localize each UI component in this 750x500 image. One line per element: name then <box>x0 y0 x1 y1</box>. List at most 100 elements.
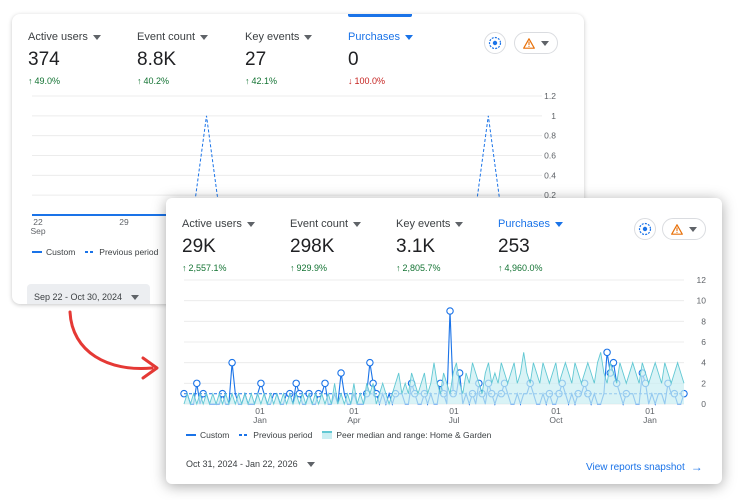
date-range-label: Sep 22 - Oct 30, 2024 <box>34 292 123 302</box>
caret-down-icon[interactable] <box>246 221 255 227</box>
legend-swatch-band <box>322 431 333 439</box>
metric-value: 374 <box>28 49 60 70</box>
metric-value: 29K <box>182 236 216 257</box>
arrow-down-icon: ↓ <box>348 76 353 86</box>
metric-active-users[interactable]: Active users 29K ↑ 2,557.1% <box>182 218 255 273</box>
y-tick-label: 1.2 <box>544 91 556 101</box>
report-card-current: Active users 29K ↑ 2,557.1% Event count 2… <box>166 198 722 484</box>
metric-key-events[interactable]: Key events 3.1K ↑ 2,805.7% <box>396 218 464 273</box>
y-tick-label: 0.6 <box>544 151 556 161</box>
series-peer-range <box>184 352 684 404</box>
snapshot-link-label: View reports snapshot <box>586 461 685 473</box>
metric-label: Key events <box>396 218 451 230</box>
data-point <box>321 379 329 388</box>
date-range-picker[interactable]: Oct 31, 2024 - Jan 22, 2026 <box>186 459 315 469</box>
caret-down-icon[interactable] <box>353 221 362 227</box>
series-peer-median <box>183 352 685 406</box>
metric-value: 0 <box>348 49 359 70</box>
arrow-up-icon: ↑ <box>498 263 503 273</box>
metric-value: 8.8K <box>137 49 177 70</box>
caret-down-icon[interactable] <box>455 221 464 227</box>
metric-change: 2,557.1% <box>188 263 227 273</box>
x-tick-month: Jul <box>449 415 460 425</box>
legend-swatch-solid <box>32 251 42 253</box>
y-tick-label: 10 <box>697 296 707 306</box>
metric-active-users[interactable]: Active users 374 ↑ 49.0% <box>28 31 101 86</box>
arrowhead-icon <box>141 356 159 380</box>
metric-purchases[interactable]: Purchases 253 ↑ 4,960.0% <box>498 218 563 273</box>
x-tick-month: Apr <box>347 415 360 425</box>
legend-item-custom: Custom <box>32 247 75 257</box>
metric-label: Event count <box>137 31 196 43</box>
metric-change: 42.1% <box>251 76 278 86</box>
caret-down-icon[interactable] <box>304 34 313 40</box>
data-point <box>603 348 611 357</box>
x-tick-day: 01 <box>645 406 655 416</box>
metric-event-count[interactable]: Event count 298K ↑ 929.9% <box>290 218 362 273</box>
legend-swatch-dashed <box>85 251 96 253</box>
warning-icon <box>671 223 683 235</box>
data-point <box>228 358 236 367</box>
arrow-up-icon: ↑ <box>137 76 142 86</box>
sparkle-insights-icon <box>638 222 652 236</box>
x-tick-month: Jan <box>643 415 657 425</box>
metric-value: 253 <box>498 236 530 257</box>
x-tick-day: 01 <box>551 406 561 416</box>
arrow-up-icon: ↑ <box>245 76 250 86</box>
y-tick-label: 0.4 <box>544 170 556 180</box>
caret-down-icon <box>131 294 140 300</box>
data-point <box>292 379 300 388</box>
date-range-picker-previous[interactable]: Sep 22 - Oct 30, 2024 <box>27 284 151 304</box>
caret-down-icon <box>541 40 549 46</box>
y-tick-label: 8 <box>701 316 706 326</box>
metric-value: 27 <box>245 49 267 70</box>
caret-down-icon[interactable] <box>200 34 209 40</box>
data-quality-button[interactable] <box>514 32 558 54</box>
y-tick-label: 1 <box>551 111 556 121</box>
legend-item-custom: Custom <box>186 430 229 440</box>
caret-down-icon[interactable] <box>404 34 413 40</box>
metric-event-count[interactable]: Event count 8.8K ↑ 40.2% <box>137 31 209 86</box>
view-reports-snapshot-link[interactable]: View reports snapshot → <box>586 460 703 474</box>
insights-button[interactable] <box>634 218 656 240</box>
metric-change: 100.0% <box>354 76 386 86</box>
caret-down-icon[interactable] <box>554 221 563 227</box>
arrow-up-icon: ↑ <box>290 263 295 273</box>
x-tick-day: 01 <box>349 406 359 416</box>
y-tick-label: 6 <box>701 337 706 347</box>
metric-change: 2,805.7% <box>402 263 441 273</box>
arrow-up-icon: ↑ <box>28 76 33 86</box>
metric-change: 929.9% <box>296 263 328 273</box>
chart-legend: Custom Previous period <box>32 247 168 257</box>
data-point <box>193 379 201 388</box>
y-tick-label: 4 <box>701 358 706 368</box>
x-tick-day: 01 <box>449 406 459 416</box>
caret-down-icon <box>689 226 697 232</box>
data-point <box>446 307 454 315</box>
x-tick-day: 01 <box>255 406 265 416</box>
data-point <box>366 358 374 367</box>
insights-button[interactable] <box>484 32 506 54</box>
warning-icon <box>523 37 535 49</box>
data-point <box>337 369 345 377</box>
metric-label: Active users <box>182 218 242 230</box>
legend-item-previous-period: Previous period <box>85 247 158 257</box>
legend-item-previous-period: Previous period <box>239 430 312 440</box>
x-tick-month: Jan <box>253 415 267 425</box>
x-tick-day: 22 <box>33 217 43 227</box>
curved-arrow-icon <box>68 310 154 371</box>
metric-label: Active users <box>28 31 88 43</box>
metric-change: 40.2% <box>143 76 170 86</box>
arrow-up-icon: ↑ <box>182 263 187 273</box>
caret-down-icon[interactable] <box>92 34 101 40</box>
date-range-label: Oct 31, 2024 - Jan 22, 2026 <box>186 459 298 469</box>
data-quality-button[interactable] <box>662 218 706 240</box>
metric-label: Event count <box>290 218 349 230</box>
metric-key-events[interactable]: Key events 27 ↑ 42.1% <box>245 31 313 86</box>
metric-label: Purchases <box>348 31 400 43</box>
metric-purchases[interactable]: Purchases 0 ↓ 100.0% <box>348 31 413 86</box>
caret-down-icon <box>306 461 315 467</box>
arrow-right-icon: → <box>690 460 703 474</box>
y-tick-label: 0.2 <box>544 190 556 200</box>
